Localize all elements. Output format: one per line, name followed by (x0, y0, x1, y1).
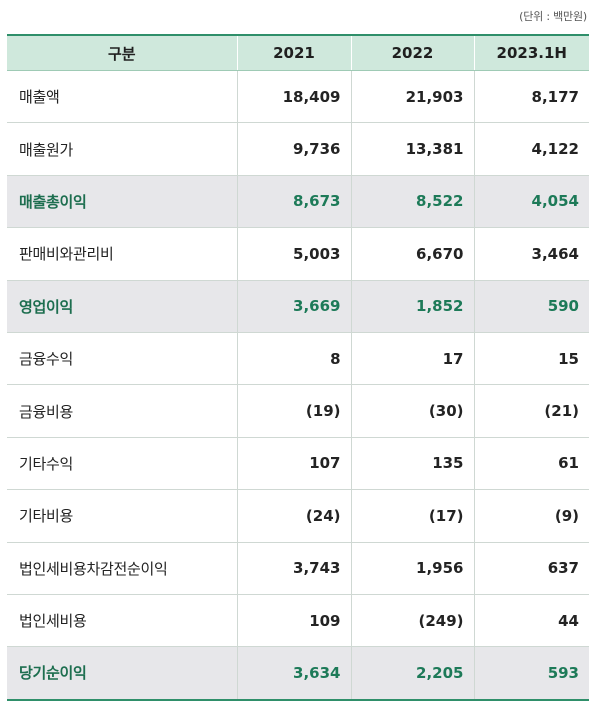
row-label: 기타수익 (7, 436, 237, 490)
cell-2022: (30) (350, 384, 474, 438)
cell-2021: 9,736 (236, 122, 351, 176)
cell-2023-1h: 61 (473, 436, 589, 490)
cell-2022: 21,903 (350, 70, 474, 123)
cell-2023-1h: 44 (473, 593, 589, 647)
financial-table: 구분 2021 2022 2023.1H 매출액 18,409 21,903 8… (7, 34, 589, 701)
cell-2023-1h: 590 (473, 279, 589, 333)
table-row: 매출액 18,409 21,903 8,177 (7, 70, 589, 123)
row-label: 법인세비용 (7, 593, 237, 647)
cell-2023-1h: 3,464 (473, 227, 589, 281)
cell-2022: (249) (350, 593, 474, 647)
table-row: 매출원가 9,736 13,381 4,122 (7, 122, 589, 176)
cell-2021: 18,409 (236, 70, 351, 123)
header-2022: 2022 (350, 35, 474, 71)
cell-2023-1h: (9) (473, 489, 589, 543)
cell-2022: 13,381 (350, 122, 474, 176)
table-row-highlight: 당기순이익 3,634 2,205 593 (7, 646, 589, 700)
cell-2021: 8,673 (236, 174, 351, 228)
cell-2023-1h: 8,177 (473, 70, 589, 123)
cell-2021: (24) (236, 489, 351, 543)
table-row: 법인세비용차감전순이익 3,743 1,956 637 (7, 541, 589, 595)
row-label: 법인세비용차감전순이익 (7, 541, 237, 595)
row-label: 당기순이익 (7, 646, 237, 700)
cell-2022: 1,852 (350, 279, 474, 333)
cell-2021: 3,743 (236, 541, 351, 595)
cell-2022: 8,522 (350, 174, 474, 228)
header-2023-1h: 2023.1H (473, 35, 589, 71)
row-label: 매출총이익 (7, 174, 237, 228)
row-label: 판매비와관리비 (7, 227, 237, 281)
row-label: 매출액 (19, 88, 60, 107)
cell-2021: 3,669 (236, 279, 351, 333)
table-row: 판매비와관리비 5,003 6,670 3,464 (7, 227, 589, 281)
table-header-row: 구분 2021 2022 2023.1H (7, 35, 589, 71)
cell-2021: 107 (236, 436, 351, 490)
table-row: 금융비용 (19) (30) (21) (7, 384, 589, 438)
cell-2022: 6,670 (350, 227, 474, 281)
cell-2023-1h: 15 (473, 331, 589, 385)
cell-2023-1h: 4,122 (473, 122, 589, 176)
table-row: 기타비용 (24) (17) (9) (7, 489, 589, 543)
header-category: 구분 (7, 35, 237, 71)
cell-2021: 3,634 (236, 646, 351, 700)
cell-2023-1h: (21) (473, 384, 589, 438)
header-2021: 2021 (236, 35, 351, 71)
cell-2022: 135 (350, 436, 474, 490)
table-row: 기타수익 107 135 61 (7, 436, 589, 490)
row-label: 영업이익 (7, 279, 237, 333)
cell-2023-1h: 4,054 (473, 174, 589, 228)
row-label: 금융수익 (7, 331, 237, 385)
cell-2022: 17 (350, 331, 474, 385)
table-row-highlight: 매출총이익 8,673 8,522 4,054 (7, 174, 589, 228)
cell-2021: 109 (236, 593, 351, 647)
row-label: 매출원가 (7, 122, 237, 176)
cell-2021: (19) (236, 384, 351, 438)
row-label: 금융비용 (7, 384, 237, 438)
cell-2023-1h: 593 (473, 646, 589, 700)
table-row: 금융수익 8 17 15 (7, 331, 589, 385)
cell-2021: 5,003 (236, 227, 351, 281)
unit-label: (단위 : 백만원) (519, 10, 587, 23)
row-label: 기타비용 (7, 489, 237, 543)
cell-2021: 8 (236, 331, 351, 385)
table-row-highlight: 영업이익 3,669 1,852 590 (7, 279, 589, 333)
table-row: 법인세비용 109 (249) 44 (7, 593, 589, 647)
cell-2023-1h: 637 (473, 541, 589, 595)
cell-2022: 1,956 (350, 541, 474, 595)
cell-2022: (17) (350, 489, 474, 543)
cell-2022: 2,205 (350, 646, 474, 700)
